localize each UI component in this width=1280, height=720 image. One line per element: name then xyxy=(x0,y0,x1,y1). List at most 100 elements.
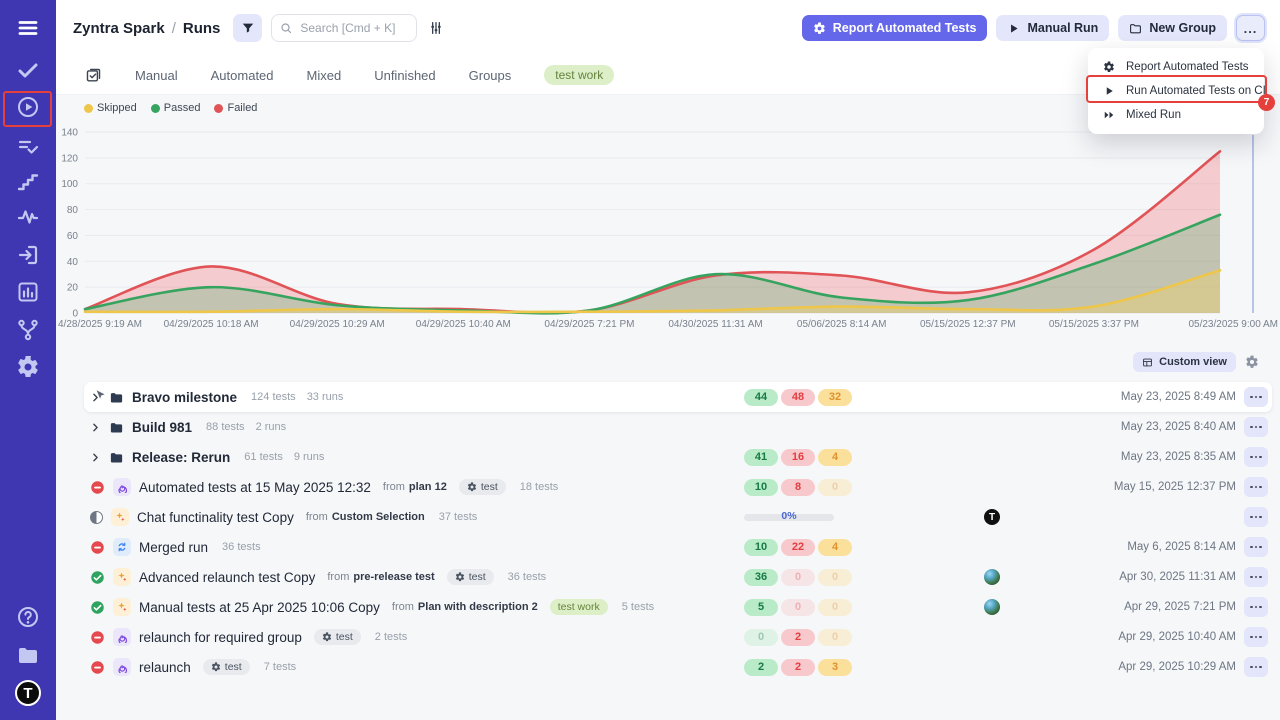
svg-text:04/29/2025 7:21 PM: 04/29/2025 7:21 PM xyxy=(544,319,634,330)
run-name[interactable]: Bravo milestone xyxy=(132,389,238,405)
from-plan-link[interactable]: Plan with description 2 xyxy=(417,601,538,613)
meta-item: 2 runs xyxy=(255,421,287,433)
run-name[interactable]: Release: Rerun xyxy=(132,449,231,465)
run-name[interactable]: Merged run xyxy=(139,539,209,555)
sidebar-item-import[interactable] xyxy=(16,243,40,267)
row-more-button[interactable] xyxy=(1244,387,1268,407)
row-more-button[interactable] xyxy=(1244,567,1268,587)
legend-dot-skipped xyxy=(84,103,93,113)
run-row[interactable]: Manual tests at 25 Apr 2025 10:06 Copy fr… xyxy=(84,592,1272,622)
sidebar-item-tasks[interactable] xyxy=(16,58,40,82)
sidebar-item-analytics[interactable] xyxy=(16,280,40,304)
play-icon xyxy=(1103,85,1115,97)
count-failed: 8 xyxy=(781,478,815,496)
run-row[interactable]: Chat functinality test Copy from Custom Se… xyxy=(84,502,1272,532)
breadcrumb-separator: / xyxy=(171,19,176,37)
result-counts: 41 16 4 xyxy=(744,448,852,466)
help-icon xyxy=(16,605,40,629)
sidebar-item-branches[interactable] xyxy=(16,318,40,342)
run-updated-date: May 23, 2025 8:40 AM xyxy=(1120,421,1236,433)
run-name[interactable]: Manual tests at 25 Apr 2025 10:06 Copy xyxy=(139,599,380,615)
tag-pill[interactable]: test work xyxy=(549,599,608,615)
menu-item-run-automated-tests-on-ci[interactable]: Run Automated Tests on CI xyxy=(1088,79,1266,103)
more-actions-button[interactable]: ... xyxy=(1236,15,1265,41)
new-group-button[interactable]: New Group xyxy=(1118,15,1227,41)
tab-unfinished[interactable]: Unfinished xyxy=(374,67,436,83)
chevron-right-icon[interactable] xyxy=(90,392,101,403)
group-row[interactable]: Release: Rerun 61 tests 9 runs 41 16 4 May 23,… xyxy=(84,442,1272,472)
row-more-button[interactable] xyxy=(1244,627,1268,647)
sidebar-item-projects[interactable] xyxy=(16,643,40,667)
manual-run-button[interactable]: Manual Run xyxy=(996,15,1110,41)
from-plan-link[interactable]: pre-release test xyxy=(353,571,435,583)
view-settings-gear-icon[interactable] xyxy=(1245,355,1259,369)
sliders-icon[interactable] xyxy=(428,20,444,36)
select-runs-icon[interactable] xyxy=(85,67,102,84)
search-input[interactable] xyxy=(298,20,409,36)
status-passed-icon xyxy=(90,570,105,585)
chevron-right-icon[interactable] xyxy=(90,452,101,463)
from-plan-link[interactable]: Custom Selection xyxy=(331,511,425,523)
run-row[interactable]: relaunch for required group test 2 tests 0 2… xyxy=(84,622,1272,652)
report-automated-tests-button[interactable]: Report Automated Tests xyxy=(801,15,988,41)
row-more-button[interactable] xyxy=(1244,597,1268,617)
run-row[interactable]: Merged run 36 tests 10 22 4 May 6, 2025 8:14 … xyxy=(84,532,1272,562)
row-more-button[interactable] xyxy=(1244,477,1268,497)
sidebar-item-menu[interactable] xyxy=(16,16,40,40)
tag-pill[interactable]: test xyxy=(313,629,361,645)
sidebar-item-test-cases[interactable] xyxy=(16,135,40,159)
menu-item-report-automated-tests[interactable]: Report Automated Tests xyxy=(1088,55,1264,79)
meta-item: 18 tests xyxy=(519,481,559,493)
tab-automated[interactable]: Automated xyxy=(210,67,274,83)
count-skipped: 4 xyxy=(818,538,852,556)
tab-groups[interactable]: Groups xyxy=(468,67,512,83)
meta-item: 37 tests xyxy=(438,511,478,523)
status-in-progress-icon xyxy=(90,510,103,524)
tag-pill[interactable]: test xyxy=(446,569,494,585)
folder-icon xyxy=(109,390,124,405)
row-more-button[interactable] xyxy=(1244,537,1268,557)
tag-filter-chip[interactable]: test work xyxy=(544,65,615,85)
app-logo[interactable]: T xyxy=(15,680,41,706)
group-row[interactable]: Build 981 88 tests 2 runs May 23, 2025 8:40… xyxy=(84,412,1272,442)
run-name[interactable]: Automated tests at 15 May 2025 12:32 xyxy=(139,479,371,495)
report-automated-icon xyxy=(813,22,826,35)
svg-text:4/28/2025 9:19 AM: 4/28/2025 9:19 AM xyxy=(58,319,142,330)
breadcrumb-project[interactable]: Zyntra Spark xyxy=(73,19,165,37)
breadcrumb: Zyntra Spark / Runs xyxy=(73,20,220,37)
run-row[interactable]: relaunch test 7 tests 2 2 3 Apr 29, 2025 10:29… xyxy=(84,652,1272,682)
row-more-button[interactable] xyxy=(1244,417,1268,437)
search-box[interactable] xyxy=(271,14,418,42)
run-row[interactable]: Automated tests at 15 May 2025 12:32 from… xyxy=(84,472,1272,502)
tag-pill[interactable]: test xyxy=(202,659,250,675)
filter-button[interactable] xyxy=(233,14,263,42)
run-name[interactable]: Chat functinality test Copy xyxy=(137,509,294,525)
run-name[interactable]: relaunch for required group xyxy=(139,629,302,645)
status-failed-icon xyxy=(90,630,105,645)
sidebar-item-pulse[interactable] xyxy=(16,205,40,229)
sidebar-item-runs[interactable] xyxy=(16,95,40,119)
row-more-button[interactable] xyxy=(1244,447,1268,467)
tab-mixed[interactable]: Mixed xyxy=(306,67,342,83)
sidebar-item-steps[interactable] xyxy=(16,170,40,194)
runs-area-chart[interactable]: 0 20 40 60 80 100 120 140 4/28/2025 9:19 AM 04/29… xyxy=(56,95,1280,345)
menu-item-mixed-run[interactable]: Mixed Run xyxy=(1088,103,1264,127)
row-more-button[interactable] xyxy=(1244,657,1268,677)
svg-text:80: 80 xyxy=(67,205,79,216)
sparkle-icon xyxy=(113,568,131,586)
chevron-right-icon[interactable] xyxy=(90,422,101,433)
tag-pill[interactable]: test xyxy=(458,479,506,495)
group-row[interactable]: Bravo milestone 124 tests 33 runs 44 48 32 May… xyxy=(84,382,1272,412)
run-name[interactable]: Advanced relaunch test Copy xyxy=(139,569,316,585)
tab-manual[interactable]: Manual xyxy=(135,67,178,83)
row-more-button[interactable] xyxy=(1244,507,1268,527)
run-name[interactable]: Build 981 xyxy=(132,419,193,435)
run-name[interactable]: relaunch xyxy=(139,659,191,675)
sidebar-item-settings[interactable] xyxy=(16,355,40,379)
report-automated-label: Report Automated Tests xyxy=(832,21,977,35)
report-automated-icon xyxy=(1103,61,1115,73)
custom-view-button[interactable]: Custom view xyxy=(1133,352,1236,372)
sidebar-item-help[interactable] xyxy=(16,605,40,629)
run-row[interactable]: Advanced relaunch test Copy from pre-relea… xyxy=(84,562,1272,592)
from-plan-link[interactable]: plan 12 xyxy=(408,481,447,493)
